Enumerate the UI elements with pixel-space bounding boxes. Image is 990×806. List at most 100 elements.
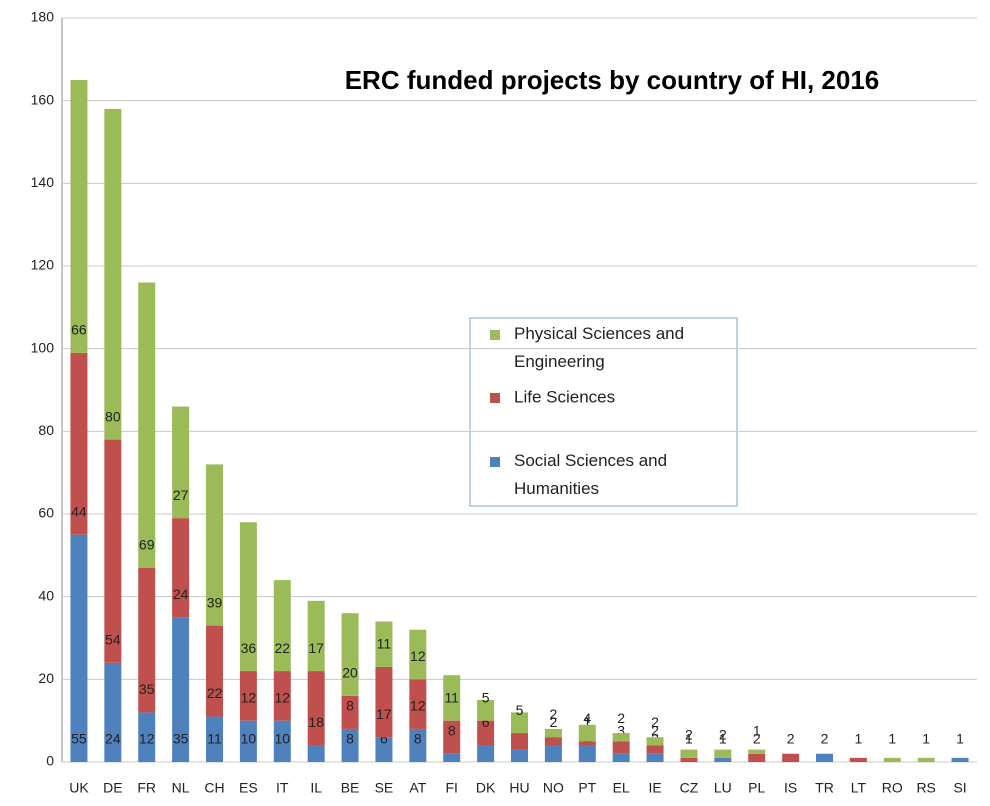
x-tick-label: DK (476, 780, 496, 796)
bar-segment (544, 745, 562, 762)
y-tick-label: 0 (46, 753, 54, 769)
x-tick-label: AT (409, 780, 426, 796)
data-label: 2 (651, 714, 659, 730)
data-label: 2 (617, 710, 625, 726)
y-tick-label: 100 (31, 339, 55, 355)
bar-segment (307, 745, 325, 762)
bar-segment (239, 671, 257, 721)
bar-segment (511, 749, 528, 762)
bar-segment (477, 700, 495, 721)
legend-line: Physical Sciences and (514, 324, 684, 343)
bar-segment (477, 745, 495, 762)
data-label: 11 (444, 689, 459, 705)
bar-segment (273, 671, 291, 721)
bar-segment (138, 282, 156, 568)
data-label: 44 (71, 503, 87, 519)
data-label: 27 (173, 487, 189, 503)
bar-segment (206, 716, 223, 762)
y-tick-label: 180 (31, 9, 55, 25)
y-tick-label: 60 (38, 505, 54, 521)
y-tick-label: 20 (38, 670, 54, 686)
data-label: 12 (139, 731, 155, 747)
bar-segment (375, 737, 393, 762)
x-tick-label: CZ (680, 780, 699, 796)
bar-segment (714, 749, 732, 758)
bar-segment (70, 80, 88, 353)
bar-segment (748, 749, 766, 754)
bar-segment (409, 679, 427, 729)
bar-segment (273, 720, 291, 762)
x-tick-label: FI (445, 780, 457, 796)
bar-segment (578, 724, 596, 742)
bar-segment (782, 753, 800, 762)
data-label: 12 (410, 648, 426, 664)
x-tick-label: IT (276, 780, 289, 796)
data-label: 20 (342, 665, 358, 681)
legend-box (469, 317, 738, 507)
legend-swatch (490, 393, 500, 403)
data-label: 35 (173, 731, 189, 747)
bar-segment (239, 720, 257, 762)
bar-segment (273, 580, 291, 672)
bar-segment (341, 695, 359, 729)
bar-segment (748, 753, 766, 762)
x-tick-label: IS (784, 780, 797, 796)
bar-segment (646, 745, 664, 754)
bar-segment (443, 753, 461, 762)
data-label: 12 (410, 698, 426, 714)
bar-segment (443, 720, 461, 754)
y-tick-label: 140 (31, 174, 55, 190)
bar-segment (375, 621, 393, 667)
bar-segment (239, 522, 257, 672)
legend-swatch (490, 457, 500, 467)
bar-segment (680, 757, 698, 762)
bar-segment (612, 753, 630, 762)
bar-segment (544, 737, 562, 746)
data-label: 66 (71, 322, 87, 338)
bar-segment (70, 352, 88, 535)
data-label: 2 (821, 731, 829, 747)
bar-segment (714, 757, 732, 762)
bar-segment (951, 757, 969, 762)
data-label: 5 (516, 702, 524, 718)
data-label: 36 (241, 640, 257, 656)
x-tick-label: NL (172, 780, 190, 796)
bar-segment (172, 406, 190, 519)
bar-segment (172, 518, 190, 618)
bar-segment (849, 757, 867, 762)
data-label: 8 (448, 722, 456, 738)
bar-segment (646, 737, 664, 746)
x-tick-label: EL (613, 780, 630, 796)
data-label: 35 (139, 681, 155, 697)
data-label: 12 (241, 689, 257, 705)
legend: Physical Sciences and Engineering Life Sci… (469, 317, 738, 507)
x-tick-label: BE (341, 780, 360, 796)
y-tick-label: 80 (38, 422, 54, 438)
chart-title: ERC funded projects by country of HI, 20… (345, 65, 880, 95)
x-tick-label: FR (137, 780, 156, 796)
data-label: 2 (719, 727, 727, 743)
data-label: 24 (105, 731, 121, 747)
legend-label: Social Sciences and Humanities (514, 451, 667, 498)
bar-segment (578, 741, 596, 746)
bar-segment (341, 728, 359, 762)
bar-segment (646, 753, 664, 762)
data-label: 18 (308, 714, 324, 730)
data-label: 80 (105, 408, 121, 424)
y-tick-label: 40 (38, 587, 54, 603)
x-tick-label: HU (509, 780, 529, 796)
bar-segment (70, 534, 88, 762)
x-tick-label: LU (714, 780, 732, 796)
data-label: 1 (888, 731, 896, 747)
bar-segment (104, 662, 122, 762)
bar-segment (138, 567, 156, 713)
bar-segment (206, 464, 223, 626)
x-tick-label: CH (204, 780, 224, 796)
x-tick-label: PL (748, 780, 765, 796)
bar-segment (883, 757, 901, 762)
data-label: 1 (753, 722, 761, 738)
x-tick-label: NO (543, 780, 564, 796)
bar-segment (578, 745, 596, 762)
y-tick-label: 120 (31, 257, 55, 273)
bar-segment (307, 600, 325, 672)
